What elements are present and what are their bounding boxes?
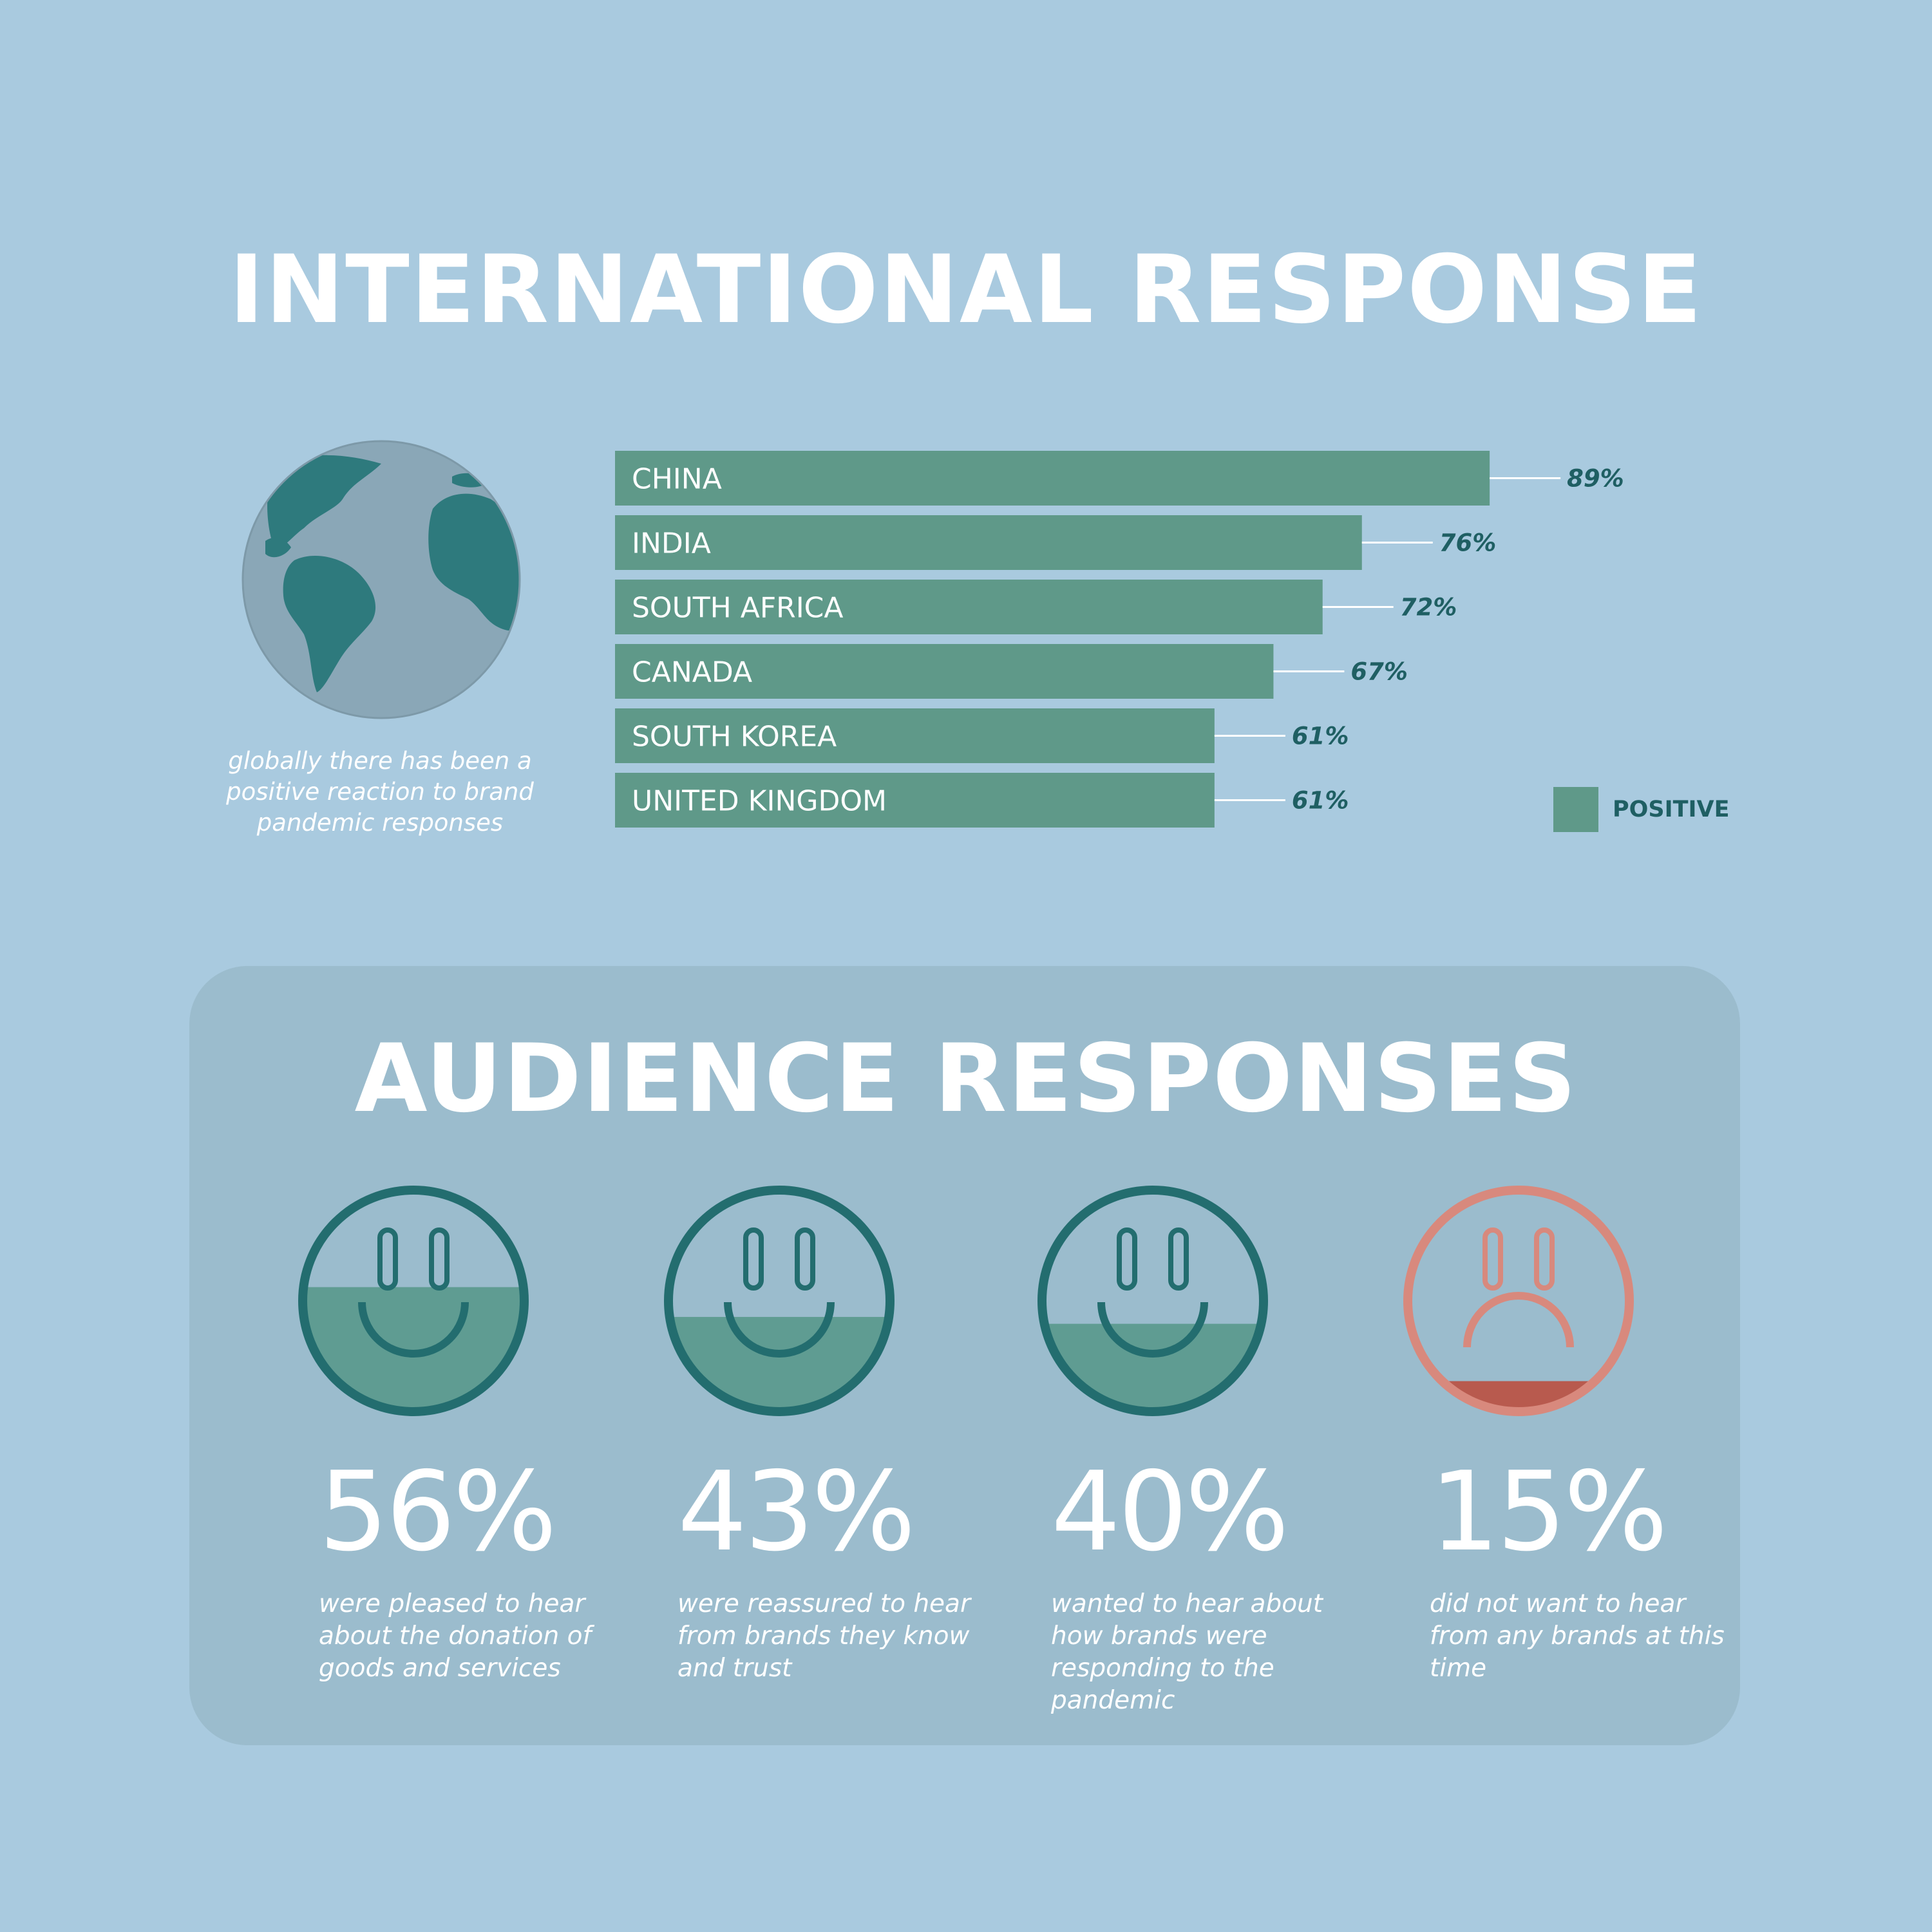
bar-category-label: SOUTH KOREA [632, 721, 837, 753]
stat-description: were reassured to hear from brands they … [677, 1589, 971, 1683]
face-outline [1403, 1186, 1634, 1416]
audience-stat [1396, 1179, 1641, 1426]
bar-category-label: SOUTH AFRICA [632, 592, 844, 625]
audience-stat-text: 15% did not want to hear from any brands… [1430, 1454, 1752, 1685]
international-title: INTERNATIONAL RESPONSE [229, 235, 1703, 345]
bar [615, 708, 1215, 763]
stat-value: 40% [1051, 1448, 1289, 1576]
bar-value-label: 61% [1292, 723, 1349, 750]
bar-value-label: 61% [1292, 787, 1349, 815]
face-fill-level [1404, 1381, 1633, 1416]
legend-label: POSITIVE [1613, 797, 1730, 822]
stat-description: were pleased to hear about the donation … [319, 1589, 592, 1683]
audience-stat [1030, 1179, 1275, 1426]
bar-category-label: INDIA [632, 527, 711, 560]
bar [615, 644, 1274, 699]
audience-stat-text: 40% wanted to hear about how brands were… [1051, 1454, 1373, 1717]
bar [615, 773, 1215, 828]
globe-icon [242, 440, 521, 719]
face-outline [1037, 1186, 1268, 1416]
bar-category-label: CANADA [632, 656, 752, 689]
audience-stat-text: 43% were reassured to hear from brands t… [677, 1454, 999, 1685]
stat-value: 43% [677, 1448, 916, 1576]
face-mouth-smile [724, 1302, 835, 1358]
face-mouth-smile [1097, 1302, 1208, 1358]
bar-category-label: CHINA [632, 463, 722, 496]
audience-stat-text: 56% were pleased to hear about the donat… [319, 1454, 641, 1685]
smiley-icon [1037, 1186, 1268, 1416]
bar [615, 515, 1362, 570]
audience-stat [657, 1179, 902, 1426]
audience-title: AUDIENCE RESPONSES [354, 1024, 1578, 1133]
stat-value: 15% [1430, 1448, 1668, 1576]
bar-value-label: 72% [1400, 594, 1457, 621]
face-mouth-smile [358, 1302, 469, 1358]
bar-value-label: 76% [1439, 529, 1497, 557]
face-eye [795, 1227, 815, 1291]
face-eye [1482, 1227, 1503, 1291]
face-eye [1117, 1227, 1137, 1291]
face-eye [743, 1227, 764, 1291]
bar-value-label: 67% [1350, 658, 1408, 686]
stat-description: wanted to hear about how brands were res… [1051, 1589, 1323, 1715]
face-outline [298, 1186, 529, 1416]
face-outline [664, 1186, 895, 1416]
chart-legend: POSITIVE [1553, 787, 1730, 832]
sad-face-icon [1403, 1186, 1634, 1416]
stat-value: 56% [319, 1448, 557, 1576]
face-eye [1534, 1227, 1555, 1291]
globe-caption: globally there has been a positive react… [226, 747, 534, 837]
face-eye [429, 1227, 450, 1291]
smiley-icon [298, 1186, 529, 1416]
smiley-icon [664, 1186, 895, 1416]
stat-description: did not want to hear from any brands at … [1430, 1589, 1725, 1683]
legend-swatch [1553, 787, 1598, 832]
bar-value-label: 89% [1567, 465, 1624, 493]
audience-stat [291, 1179, 536, 1426]
bar-category-label: UNITED KINGDOM [632, 785, 887, 818]
bar [615, 451, 1490, 506]
face-eye [1168, 1227, 1189, 1291]
face-eye [377, 1227, 398, 1291]
bar [615, 580, 1323, 634]
face-mouth-frown [1463, 1292, 1574, 1348]
international-bar-chart: CHINA 89% INDIA 76% SOUTH AFRICA 72% CANADA 67%… [615, 451, 1624, 828]
